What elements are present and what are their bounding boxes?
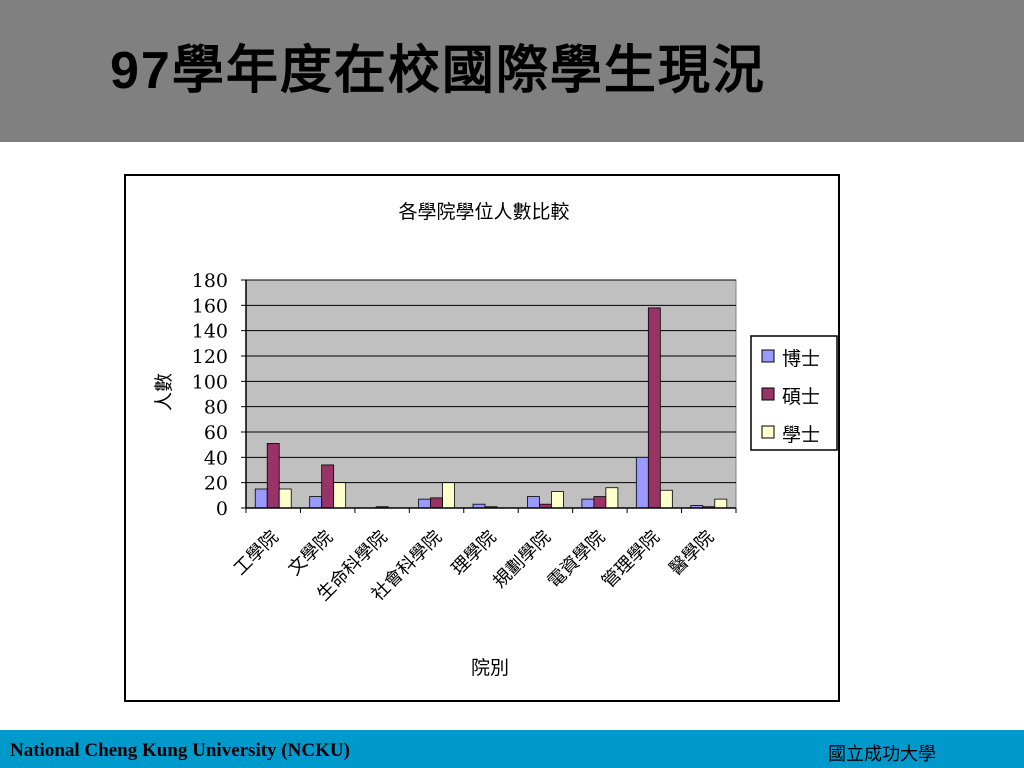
- y-tick-label: 0: [216, 498, 228, 520]
- bar-碩士-管理學院: [647, 307, 661, 509]
- x-tick-label: 工學院: [230, 527, 283, 580]
- x-axis-label: 院別: [471, 657, 509, 679]
- y-tick-label: 140: [192, 321, 228, 343]
- bar-學士-電資學院: [605, 487, 619, 509]
- bar-學士-規劃學院: [551, 491, 564, 509]
- legend-label: 學士: [782, 424, 820, 446]
- bar-學士-工學院: [278, 488, 292, 509]
- legend-swatch: [761, 425, 775, 439]
- x-tick-label: 理學院: [448, 527, 501, 580]
- plot-area: [245, 279, 737, 509]
- footer-university-zh: 國立成功大學: [828, 744, 936, 765]
- title-bar: 97學年度在校國際學生現況: [0, 0, 1024, 142]
- y-tick-label: 20: [204, 473, 228, 495]
- footer-university-en: National Cheng Kung University (NCKU): [10, 740, 350, 761]
- footer-bar: National Cheng Kung University (NCKU) 國立…: [0, 730, 1024, 768]
- y-tick-label: 180: [192, 270, 228, 292]
- slide-title: 97學年度在校國際學生現況: [110, 28, 766, 103]
- bar-學士-文學院: [333, 482, 347, 509]
- bar-碩士-文學院: [321, 464, 335, 509]
- legend-label: 博士: [782, 348, 820, 370]
- y-axis-ticks: 0 20 40 60 80 100 120 140 160 180: [192, 270, 246, 520]
- gridlines: [246, 279, 736, 484]
- slide-title-text: 學年度在校國際學生現況: [171, 40, 766, 101]
- legend-label: 碩士: [782, 386, 820, 408]
- x-tick-label: 規劃學院: [489, 527, 555, 593]
- bars: [254, 307, 728, 509]
- y-tick-label: 160: [192, 295, 228, 317]
- x-tick-label: 管理學院: [598, 527, 664, 593]
- x-tick-label: 電資學院: [544, 527, 610, 593]
- slide-title-number: 97: [110, 42, 172, 100]
- chart-frame: 各學院學位人數比較 人數 院別 0 20 40 60 80 100 120 140 160 180…: [124, 174, 840, 702]
- bar-學士-社會科學院: [442, 482, 455, 509]
- bar-學士-管理學院: [659, 489, 673, 509]
- bar-博士-社會科學院: [418, 498, 431, 509]
- bar-博士-文學院: [309, 496, 323, 509]
- y-axis-label: 人數: [153, 373, 175, 411]
- x-tick-label: 醫學院: [665, 527, 718, 580]
- bar-博士-規劃學院: [527, 496, 540, 509]
- bar-博士-管理學院: [635, 456, 649, 509]
- bar-碩士-社會科學院: [430, 497, 443, 509]
- bar-博士-工學院: [254, 488, 268, 509]
- bar-學士-醫學院: [714, 498, 728, 509]
- y-tick-label: 60: [204, 422, 228, 444]
- x-tick-label: 文學院: [284, 527, 337, 580]
- bar-碩士-工學院: [266, 442, 280, 509]
- legend-swatch: [761, 387, 775, 401]
- y-tick-label: 40: [204, 447, 228, 469]
- bar-碩士-電資學院: [593, 496, 607, 509]
- y-tick-label: 120: [192, 346, 228, 368]
- bar-chart: 各學院學位人數比較 人數 院別 0 20 40 60 80 100 120 140 160 180…: [153, 201, 838, 679]
- legend-swatch: [761, 349, 775, 363]
- y-tick-label: 100: [192, 371, 228, 393]
- chart-title: 各學院學位人數比較: [398, 201, 569, 223]
- bar-博士-電資學院: [581, 498, 595, 509]
- y-tick-label: 80: [204, 397, 228, 419]
